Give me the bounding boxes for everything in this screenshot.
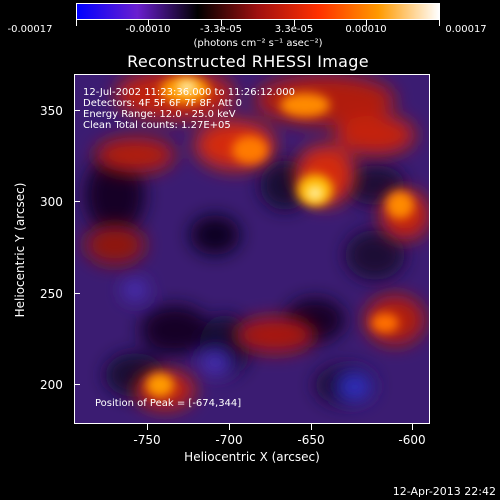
y-tick (74, 201, 80, 202)
x-tick (229, 424, 230, 430)
colorbar-tick (221, 20, 222, 26)
x-tick (412, 424, 413, 430)
colorbar-tick (294, 20, 295, 26)
x-tick-label: -650 (297, 433, 325, 447)
x-axis-title: Heliocentric X (arcsec) (184, 450, 320, 464)
y-tick (74, 384, 80, 385)
y-tick (74, 110, 80, 111)
x-tick (147, 424, 148, 430)
x-tick-label: -750 (133, 433, 161, 447)
colorbar-tick-label: 3.3e-05 (274, 24, 314, 35)
y-tick-label: 250 (40, 287, 63, 301)
colorbar-tick (439, 20, 440, 26)
annotation-clean-counts: Clean Total counts: 1.27E+05 (83, 120, 231, 131)
y-axis-title: Heliocentric Y (arcsec) (13, 182, 27, 318)
colorbar-tick-label: 0.00010 (345, 24, 387, 35)
peak-position: Position of Peak = [-674,344] (95, 398, 242, 409)
x-tick (311, 424, 312, 430)
colorbar-tick (76, 20, 77, 26)
rhessi-image: 12-Jul-2002 11:23:36.000 to 11:26:12.000… (74, 74, 430, 424)
colorbar-tick (148, 20, 149, 26)
x-tick-label: -600 (398, 433, 426, 447)
colorbar-tick-label: -3.3e-05 (200, 24, 242, 35)
plot-title: Reconstructed RHESSI Image (127, 52, 369, 71)
x-tick-label: -700 (215, 433, 243, 447)
image-map (75, 75, 429, 423)
colorbar-tick (366, 20, 367, 26)
annotation-detectors: Detectors: 4F 5F 6F 7F 8F, Att 0 (83, 98, 243, 109)
colorbar-tick-label: -0.00010 (125, 24, 171, 35)
annotation-time-range: 12-Jul-2002 11:23:36.000 to 11:26:12.000 (83, 87, 295, 98)
colorbar (76, 3, 440, 20)
colorbar-units: (photons cm⁻² s⁻¹ asec⁻²) (193, 38, 323, 49)
colorbar-tick-label: -0.00017 (7, 24, 53, 35)
timestamp: 12-Apr-2013 22:42 (392, 485, 496, 498)
y-tick (74, 293, 80, 294)
y-tick-label: 350 (40, 104, 63, 118)
y-tick-label: 300 (40, 195, 63, 209)
y-tick-label: 200 (40, 378, 63, 392)
annotation-energy-range: Energy Range: 12.0 - 25.0 keV (83, 109, 236, 120)
colorbar-tick-label: 0.00017 (445, 24, 487, 35)
